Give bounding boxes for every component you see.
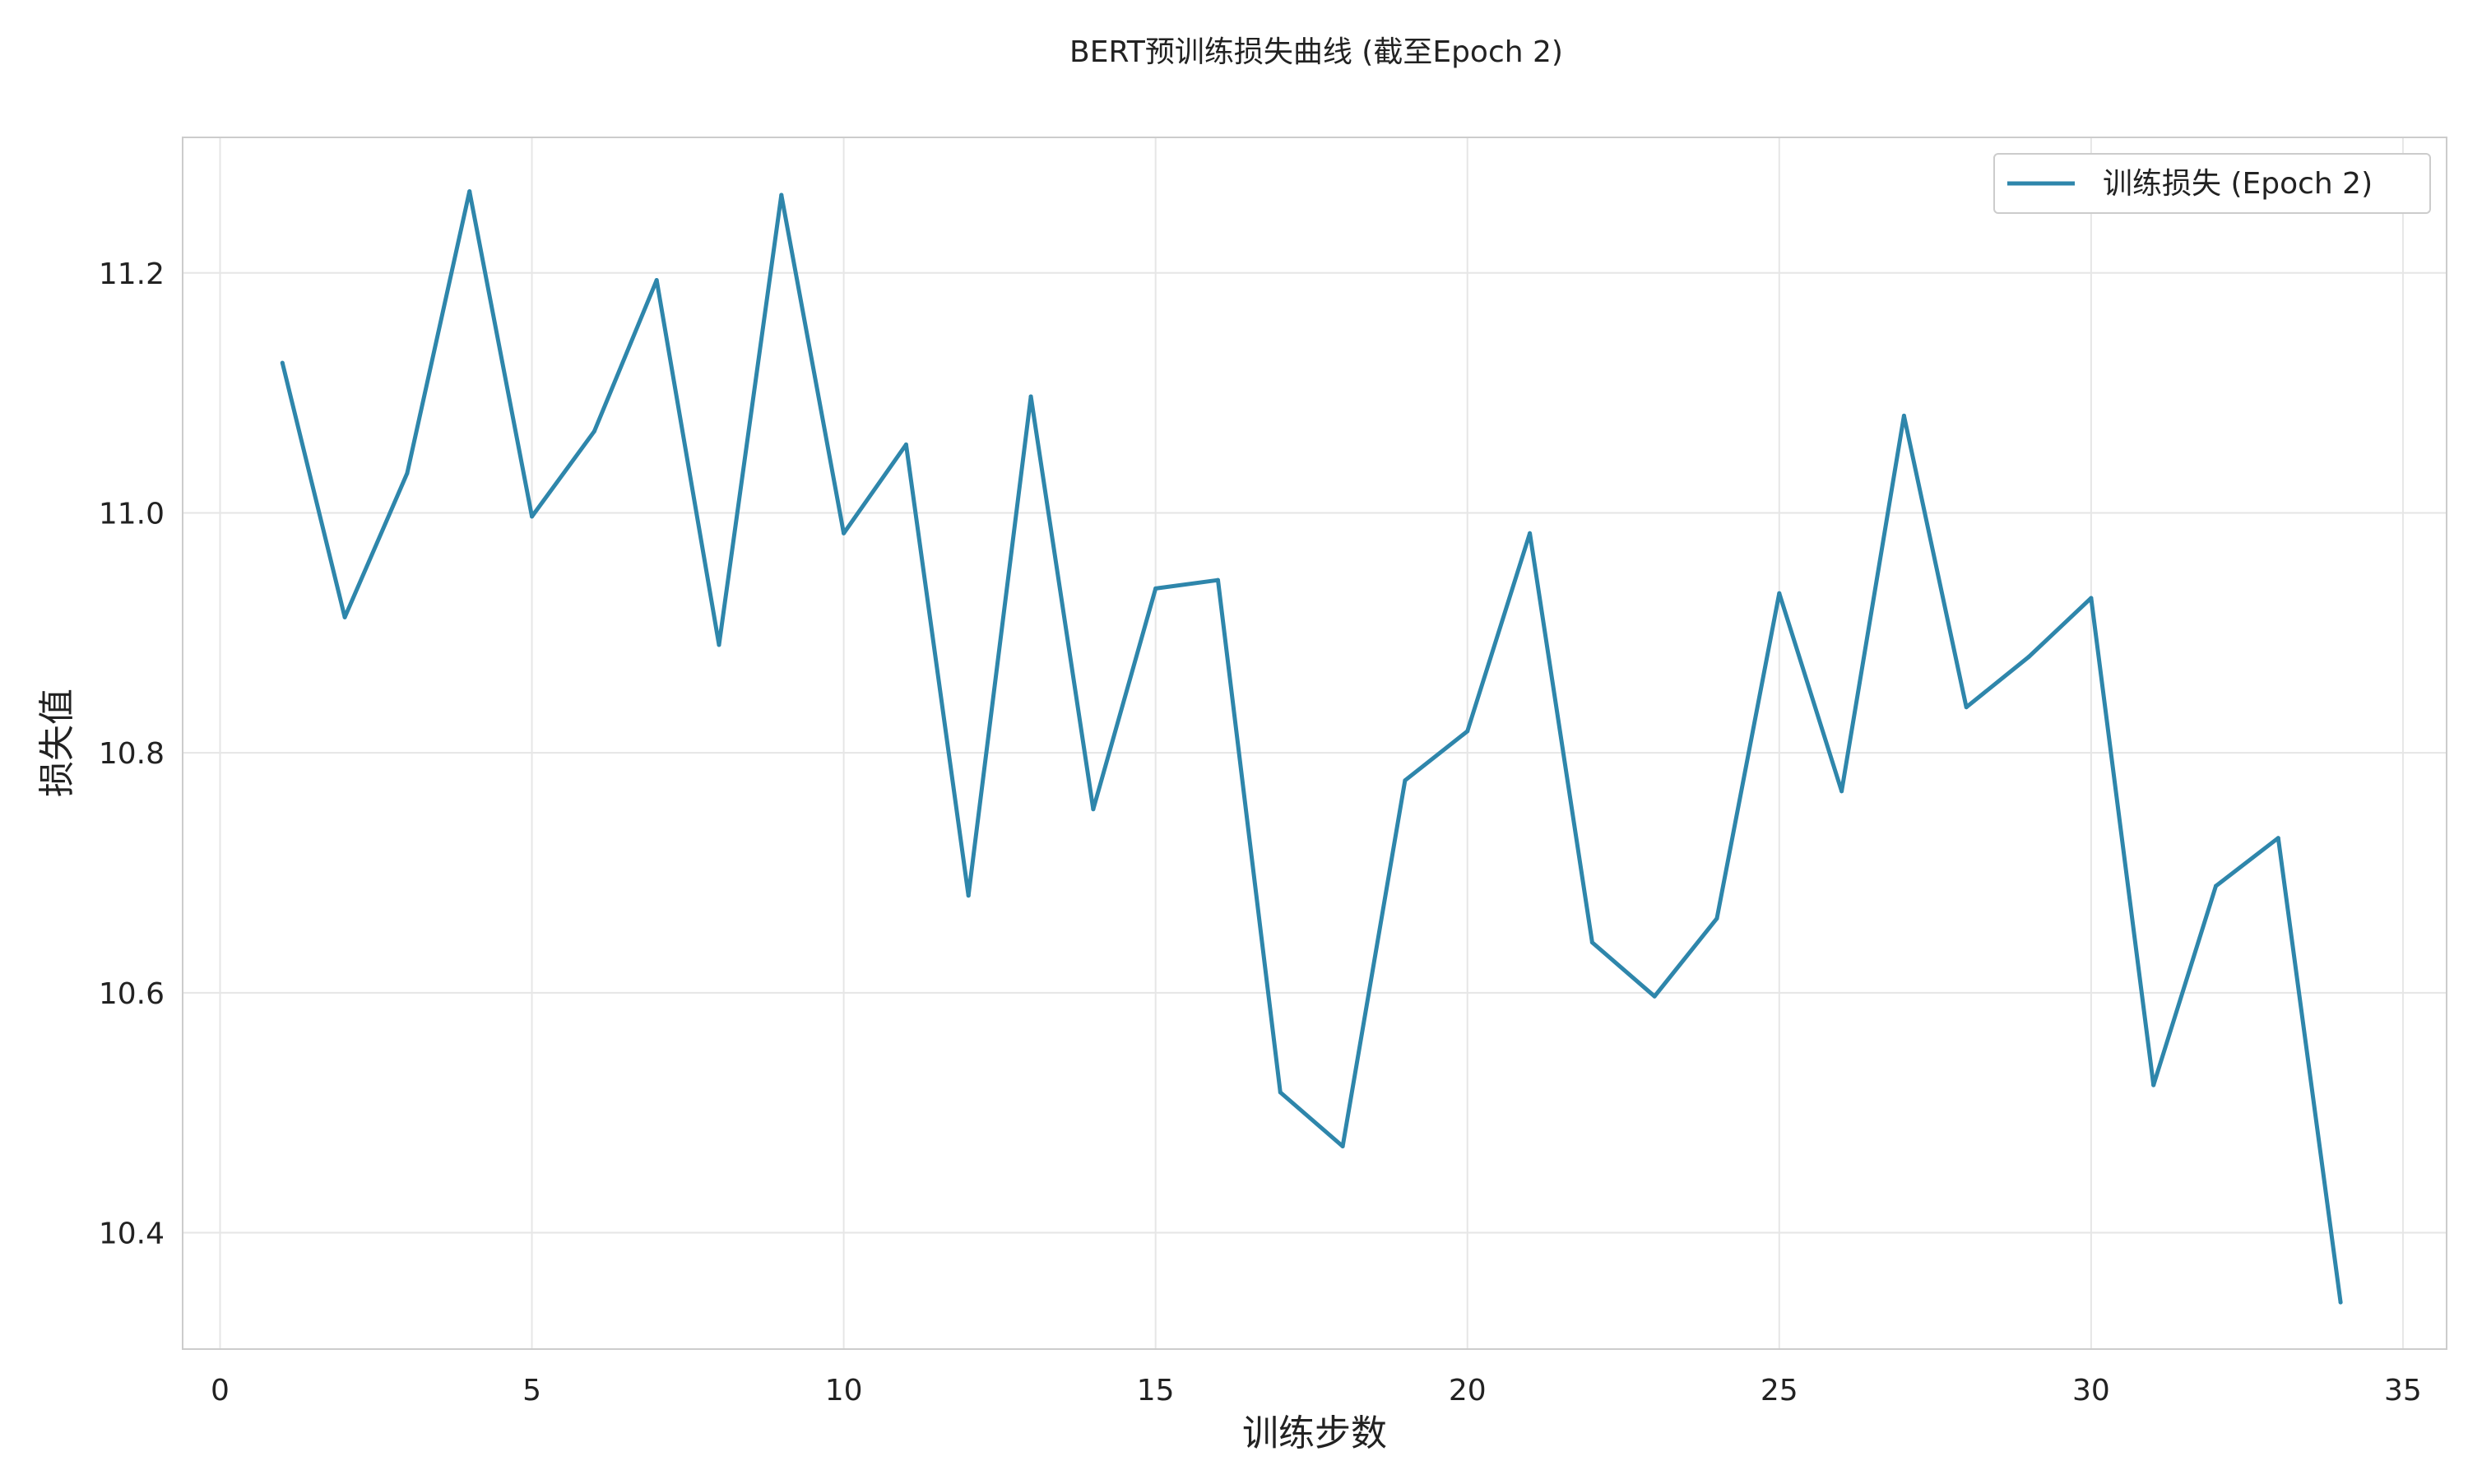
x-tick-label: 15 [1137, 1374, 1175, 1407]
x-tick-label: 20 [1449, 1374, 1487, 1407]
data-point [1028, 394, 1033, 399]
x-tick-label: 30 [2072, 1374, 2110, 1407]
data-point [2213, 883, 2218, 888]
y-tick-label: 11.2 [99, 257, 165, 291]
data-point [1278, 1090, 1283, 1095]
data-point [1964, 705, 1969, 710]
y-tick-label: 10.6 [99, 977, 165, 1011]
data-point [2338, 1300, 2343, 1305]
x-tick-label: 0 [211, 1374, 230, 1407]
data-point [530, 514, 535, 519]
data-point [467, 189, 472, 194]
y-tick-label: 11.0 [99, 497, 165, 531]
legend: 训练损失 (Epoch 2) [1993, 153, 2431, 214]
data-point [1153, 586, 1158, 591]
x-tick-label: 25 [1761, 1374, 1798, 1407]
data-point [2089, 596, 2094, 601]
data-point [1340, 1144, 1345, 1149]
x-tick-label: 35 [2384, 1374, 2422, 1407]
data-point [1091, 807, 1096, 812]
data-point [2026, 654, 2031, 659]
data-point [654, 278, 659, 283]
x-tick-label: 10 [825, 1374, 863, 1407]
data-point [966, 893, 971, 898]
data-point [842, 531, 847, 536]
y-tick-labels: 10.4 10.6 10.8 11.0 11.2 [99, 257, 165, 1251]
series-line-training-loss [280, 189, 2343, 1305]
data-point [405, 471, 410, 475]
data-point [591, 429, 596, 434]
data-point [1465, 729, 1470, 734]
data-point [342, 614, 347, 619]
data-point [1714, 916, 1719, 921]
data-point [280, 360, 285, 365]
grid-layer [183, 137, 2447, 1349]
data-point [1589, 940, 1594, 945]
plot-frame [182, 137, 2447, 1350]
x-tick-label: 5 [522, 1374, 541, 1407]
data-point [903, 442, 908, 447]
data-point [1403, 778, 1408, 783]
data-point [779, 192, 784, 197]
chart-title: BERT预训练损失曲线 (截至Epoch 2) [1069, 35, 1563, 69]
data-point [2151, 1083, 2156, 1087]
legend-label: 训练损失 (Epoch 2) [2103, 167, 2373, 201]
data-point [1901, 413, 1906, 418]
data-point [1777, 591, 1782, 596]
data-point [2275, 836, 2280, 841]
legend-box [1993, 153, 2431, 214]
y-tick-label: 10.8 [99, 737, 165, 771]
y-axis-label: 损失值 [36, 689, 78, 797]
y-tick-label: 10.4 [99, 1217, 165, 1251]
x-tick-labels: 0 5 10 15 20 25 30 35 [211, 1374, 2422, 1407]
x-axis-label: 训练步数 [1242, 1412, 1387, 1454]
data-point [1839, 789, 1844, 794]
data-point [717, 642, 721, 647]
series-layer [280, 189, 2343, 1305]
data-point [1652, 994, 1657, 999]
data-point [1215, 577, 1220, 582]
data-point [1528, 531, 1533, 536]
